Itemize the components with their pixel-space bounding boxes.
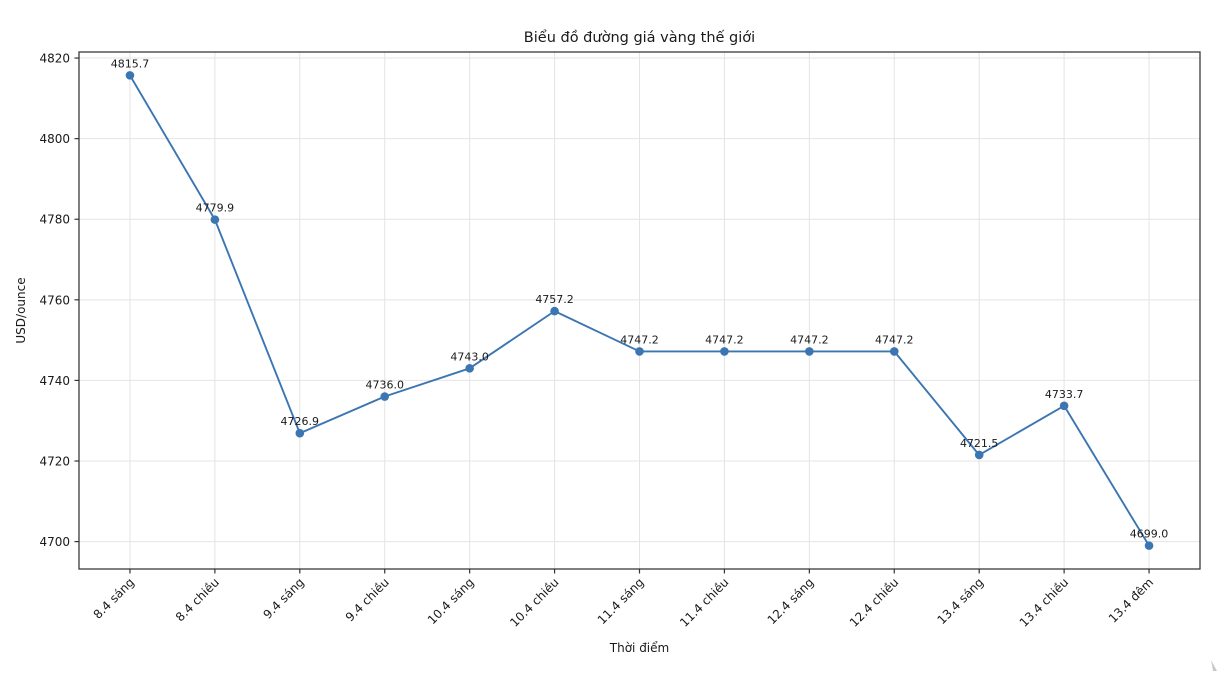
data-point-marker xyxy=(720,347,729,356)
data-point-label: 4747.2 xyxy=(705,333,744,346)
data-point-marker xyxy=(125,71,135,80)
data-point-marker xyxy=(210,215,220,224)
data-point-label: 4721.5 xyxy=(960,437,999,450)
data-point-marker xyxy=(974,450,984,460)
x-tick-label: 13.4 sáng xyxy=(934,575,986,627)
y-tick-label: 4760 xyxy=(39,293,70,307)
chart-title: Biểu đồ đường giá vàng thế giới xyxy=(524,29,755,46)
x-tick-label: 11.4 sáng xyxy=(595,575,647,627)
data-point-label: 4736.0 xyxy=(365,379,404,392)
y-tick-label: 4820 xyxy=(39,52,70,66)
y-tick-label: 4800 xyxy=(39,132,70,146)
price-line-series xyxy=(125,71,1154,550)
data-point-marker xyxy=(635,347,644,356)
data-point-label: 4743.0 xyxy=(450,350,489,363)
x-tick-label: 12.4 chiều xyxy=(847,575,901,629)
data-point-label: 4733.7 xyxy=(1045,388,1084,401)
x-tick-label: 13.4 chiều xyxy=(1017,575,1071,629)
data-point-label: 4757.2 xyxy=(535,293,574,306)
x-axis-label: Thời điểm xyxy=(609,641,669,655)
data-point-marker xyxy=(465,364,474,373)
x-tick-label: 9.4 sáng xyxy=(260,575,306,621)
x-tick-label: 10.4 sáng xyxy=(425,575,477,627)
data-point-marker xyxy=(1059,401,1069,411)
grid-layer xyxy=(79,52,1200,569)
y-tick-label: 4720 xyxy=(39,455,70,469)
data-label-layer: 4815.7 4779.9 4726.9 4736.0 4743.0 4757.2 4747… xyxy=(111,57,1169,540)
x-tick-label: 9.4 chiều xyxy=(343,575,392,624)
data-point-marker xyxy=(889,347,899,356)
data-point-label: 4726.9 xyxy=(281,415,320,428)
x-tick-label: 13.4 đêm xyxy=(1106,575,1156,625)
data-point-label: 4815.7 xyxy=(111,57,150,70)
y-tick-label: 4700 xyxy=(39,535,70,549)
data-point-marker xyxy=(1144,541,1154,550)
x-tick-label: 8.4 sáng xyxy=(91,575,137,621)
x-tick-label: 12.4 sáng xyxy=(765,575,817,627)
data-point-label: 4747.2 xyxy=(620,333,659,346)
y-axis-label: USD/ounce xyxy=(14,277,28,343)
data-point-label: 4747.2 xyxy=(875,333,914,346)
y-tick-label: 4780 xyxy=(39,213,70,227)
cursor-artifact xyxy=(1211,660,1217,671)
data-point-marker xyxy=(295,428,305,438)
data-point-label: 4779.9 xyxy=(196,202,235,215)
data-point-label: 4747.2 xyxy=(790,333,829,346)
data-point-marker xyxy=(805,347,814,356)
data-point-label: 4699.0 xyxy=(1130,528,1169,541)
x-tick-label: 10.4 chiều xyxy=(507,575,561,629)
x-tick-label: 8.4 chiều xyxy=(173,575,222,624)
data-point-marker xyxy=(550,306,559,316)
y-tick-label: 4740 xyxy=(39,374,70,388)
x-tick-label: 11.4 chiều xyxy=(677,575,731,629)
data-point-marker xyxy=(380,392,390,401)
